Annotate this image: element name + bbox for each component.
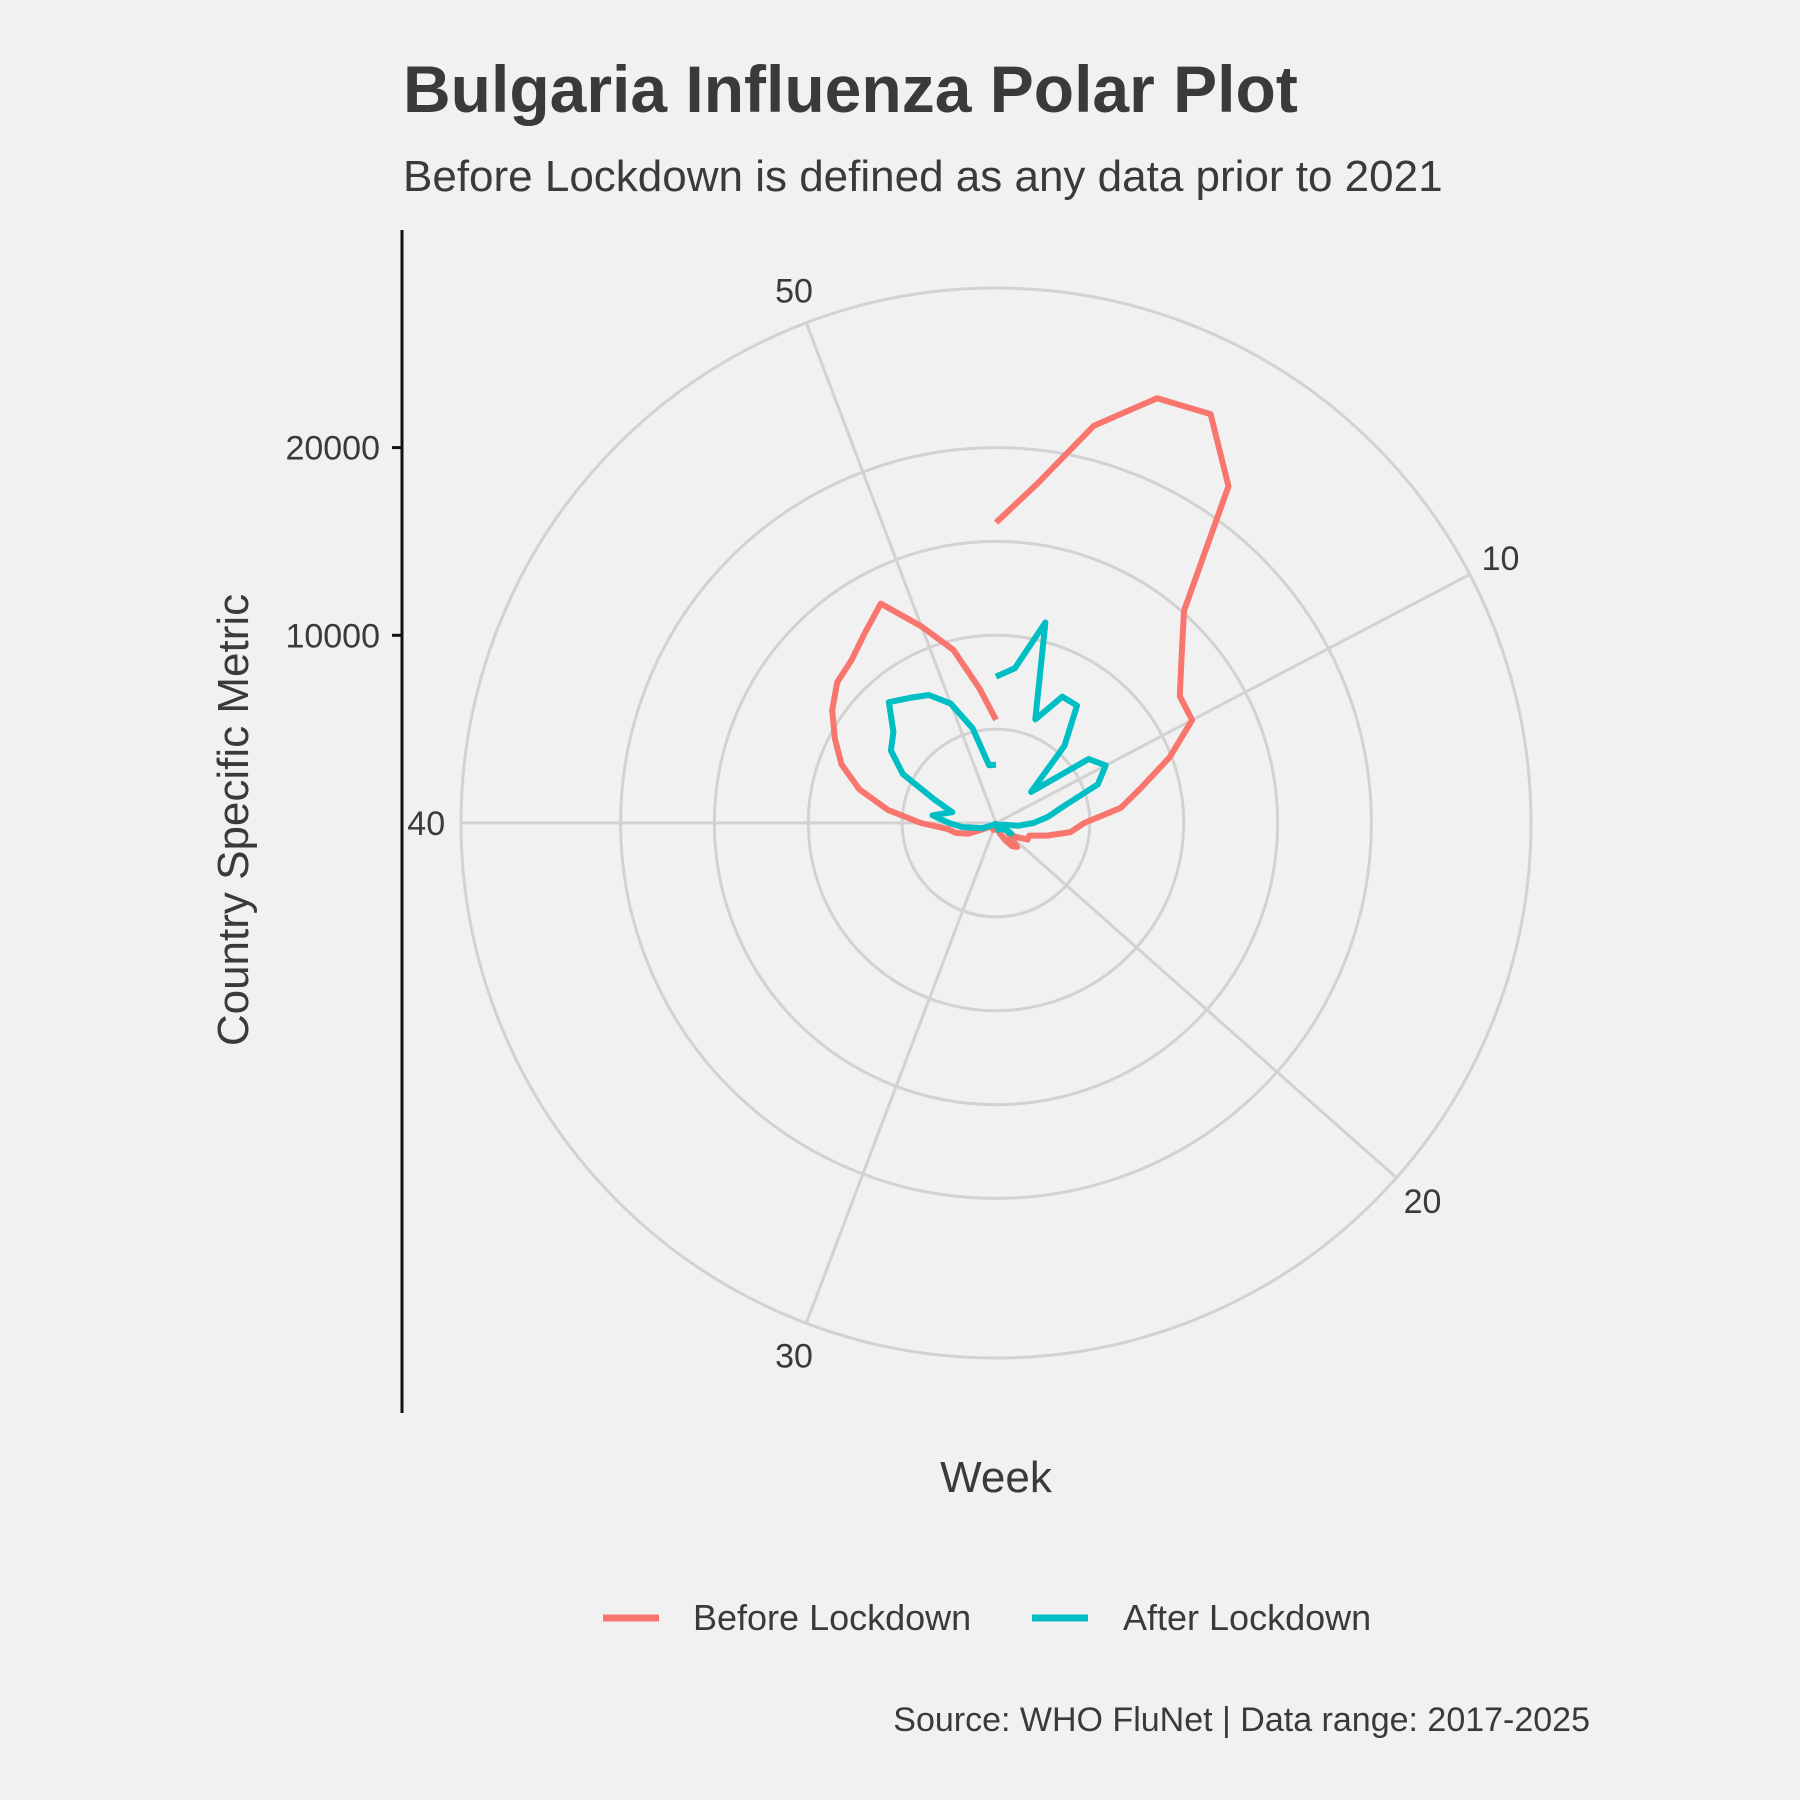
x-axis-title: Week [940, 1453, 1053, 1502]
chart-subtitle: Before Lockdown is defined as any data p… [403, 152, 1443, 201]
chart-title: Bulgaria Influenza Polar Plot [403, 52, 1298, 126]
grid-spoke-week-10 [995, 573, 1471, 825]
y-tick-label-20000: 20000 [285, 430, 380, 468]
grid-spoke-week-50 [804, 322, 998, 824]
grid-spoke-week-30 [804, 822, 998, 1324]
chart-caption: Source: WHO FluNet | Data range: 2017-20… [893, 1701, 1590, 1739]
series-line-before-lockdown [829, 395, 1232, 850]
x-tick-label-30: 30 [775, 1338, 813, 1376]
x-tick-label-40: 40 [407, 805, 445, 843]
x-tick-label-10: 10 [1482, 540, 1520, 578]
angle-tick-labels: 10 20 30 40 50 [407, 272, 1519, 1375]
series-line-after-lockdown [885, 619, 1109, 837]
grid-spoke-week-20 [995, 821, 1398, 1179]
x-tick-label-50: 50 [775, 272, 813, 310]
legend: Before Lockdown After Lockdown [603, 1597, 1371, 1638]
y-tick-label-10000: 10000 [285, 617, 380, 655]
y-axis-title: Country Specific Metric [209, 594, 258, 1046]
legend-label-before-lockdown: Before Lockdown [693, 1597, 971, 1638]
legend-label-after-lockdown: After Lockdown [1123, 1597, 1371, 1638]
y-axis: 10000 20000 [285, 430, 402, 655]
series-lines [829, 395, 1232, 850]
polar-grid [459, 286, 1533, 1360]
x-tick-label-20: 20 [1404, 1183, 1442, 1221]
